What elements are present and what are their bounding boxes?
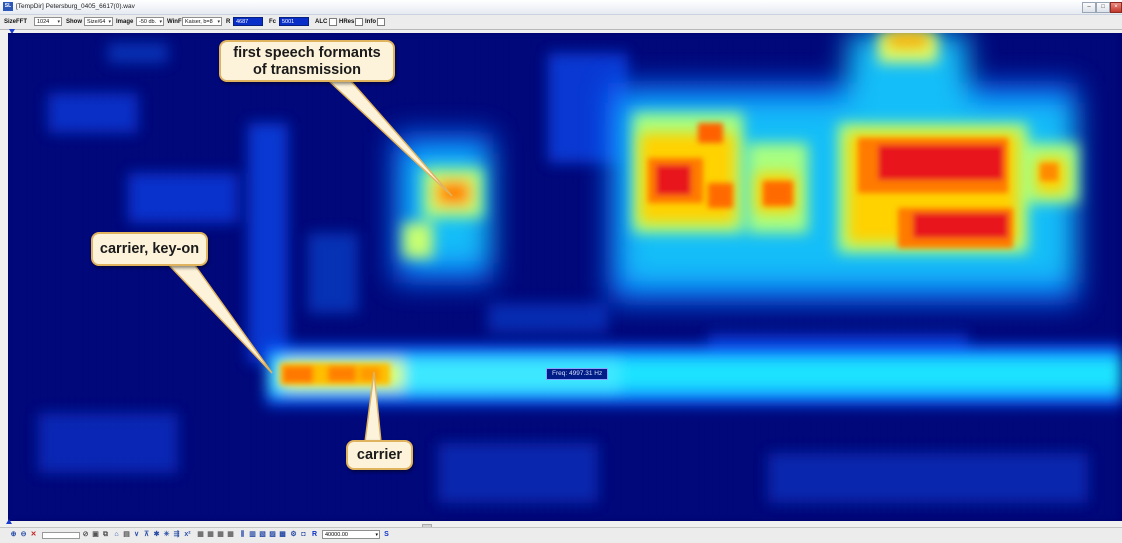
image-value: -50 db. [139, 19, 157, 25]
chevron-down-icon: ▾ [217, 19, 220, 25]
maximize-button[interactable]: □ [1096, 2, 1110, 13]
info-label: Info [365, 19, 376, 25]
winf-value: Kaiser, b=8 [185, 19, 213, 25]
save-icon[interactable]: ▣ [92, 531, 99, 538]
merge-icon[interactable]: ▨ [269, 531, 276, 538]
cursor-marker-bottom[interactable] [6, 519, 12, 524]
layers-icon[interactable]: ▥ [249, 531, 256, 538]
show-value: Size/64 [87, 19, 106, 25]
gear-icon[interactable]: ⚙ [290, 531, 297, 538]
image-label: Image [116, 19, 134, 25]
title-bar: SL [TempDir] Petersburg_0405_6617(0).wav… [0, 0, 1122, 15]
alc-checkbox[interactable] [329, 18, 337, 26]
window-title: [TempDir] Petersburg_0405_6617(0).wav [16, 3, 135, 10]
zoom-out-icon[interactable]: ⊖ [20, 531, 27, 538]
plus-icon[interactable]: x² [184, 531, 191, 538]
spectrogram-toolbar: SizeFFT 1024 ▾ Show Size/64 ▾ Image -50 db… [0, 15, 1122, 30]
bottom-toolbar: ⊕ ⊖ ✕ ⊘ ▣ ⧉ ⌂ ▤ ∨ ⊼ ✱ ✳ ⇶ x² ▦ ▦ ▦ ▦ ⫼ ▥… [0, 527, 1122, 543]
stop-icon[interactable]: ⊘ [82, 531, 89, 538]
bar-icon[interactable]: ✱ [153, 531, 160, 538]
info-icon[interactable]: ▦ [197, 531, 204, 538]
callout-formants-line-2: of transmission [253, 62, 361, 78]
size-fft-label: SizeFFT [4, 19, 28, 25]
show-label: Show [66, 19, 82, 25]
minimize-button[interactable]: – [1082, 2, 1096, 13]
zoom-in-icon[interactable]: ⊕ [10, 531, 17, 538]
chart-icon[interactable]: ▤ [123, 531, 130, 538]
callout-carrier: carrier [346, 440, 413, 470]
grid-icon[interactable]: ✳ [163, 531, 170, 538]
r-label: R [226, 19, 231, 25]
fc-input[interactable]: 5001 [279, 17, 309, 26]
chevron-down-icon: ▾ [108, 19, 111, 25]
table-icon[interactable]: ▩ [279, 531, 286, 538]
s-icon[interactable]: S [384, 531, 389, 538]
size-fft-select[interactable]: 1024 ▾ [34, 17, 62, 26]
hres-label: HRes [339, 19, 355, 25]
info-checkbox[interactable] [377, 18, 385, 26]
callout-formants: first speech formants of transmission [219, 40, 395, 82]
zoom-slider[interactable] [42, 532, 80, 539]
fc-label: Fc [269, 19, 277, 25]
zoom-value-select[interactable]: 40000.00 ▾ [322, 530, 380, 539]
copy-icon[interactable]: ⧉ [103, 531, 108, 538]
callout-carrier-keyon: carrier, key-on [91, 232, 208, 266]
r-icon[interactable]: R [311, 531, 318, 538]
alc-label: ALC [315, 19, 328, 25]
r-input[interactable]: 4687 [233, 17, 263, 26]
wave-icon[interactable]: ∨ [133, 531, 140, 538]
frequency-readout: Freq: 4997.31 Hz [546, 368, 609, 380]
chevron-down-icon: ▾ [57, 19, 60, 25]
split-icon[interactable]: ▧ [259, 531, 266, 538]
close-button[interactable]: × [1110, 2, 1122, 13]
settings-icon[interactable]: ⇶ [173, 531, 180, 538]
cursor-marker-top[interactable] [9, 29, 15, 34]
chevron-down-icon: ▾ [159, 19, 162, 25]
columns-icon[interactable]: ⫼ [240, 531, 245, 538]
spectrogram-image [8, 33, 1122, 521]
zoom-value-text: 40000.00 [325, 532, 348, 538]
hres-checkbox[interactable] [355, 18, 363, 26]
spectrogram-view[interactable]: Freq: 4997.31 Hz [8, 33, 1122, 521]
delete-icon[interactable]: ✕ [30, 531, 37, 538]
winf-label: WinF [167, 19, 182, 25]
show-select[interactable]: Size/64 ▾ [84, 17, 113, 26]
grid-view-icon[interactable]: ▦ [217, 531, 224, 538]
callout-formants-line-1: first speech formants [233, 45, 381, 61]
scale-icon[interactable]: ▦ [207, 531, 214, 538]
image-select[interactable]: -50 db. ▾ [136, 17, 164, 26]
home-icon[interactable]: ⌂ [114, 531, 119, 538]
filter-icon[interactable]: ⊼ [143, 531, 150, 538]
camera-icon[interactable]: ◘ [301, 531, 306, 538]
list-view-icon[interactable]: ▦ [227, 531, 234, 538]
chevron-down-icon: ▾ [375, 532, 378, 538]
winf-select[interactable]: Kaiser, b=8 ▾ [182, 17, 222, 26]
app-icon: SL [3, 2, 13, 11]
size-fft-value: 1024 [37, 19, 50, 25]
